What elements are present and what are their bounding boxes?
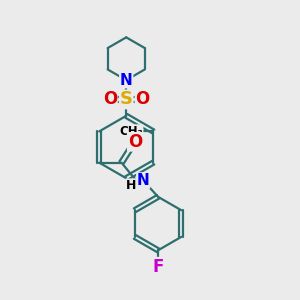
Text: N: N <box>120 73 133 88</box>
Text: O: O <box>103 91 117 109</box>
Text: CH₃: CH₃ <box>119 125 143 138</box>
Text: N: N <box>137 173 150 188</box>
Text: S: S <box>120 91 133 109</box>
Text: O: O <box>135 91 150 109</box>
Text: O: O <box>128 133 142 151</box>
Text: H: H <box>126 179 136 192</box>
Text: F: F <box>152 258 164 276</box>
